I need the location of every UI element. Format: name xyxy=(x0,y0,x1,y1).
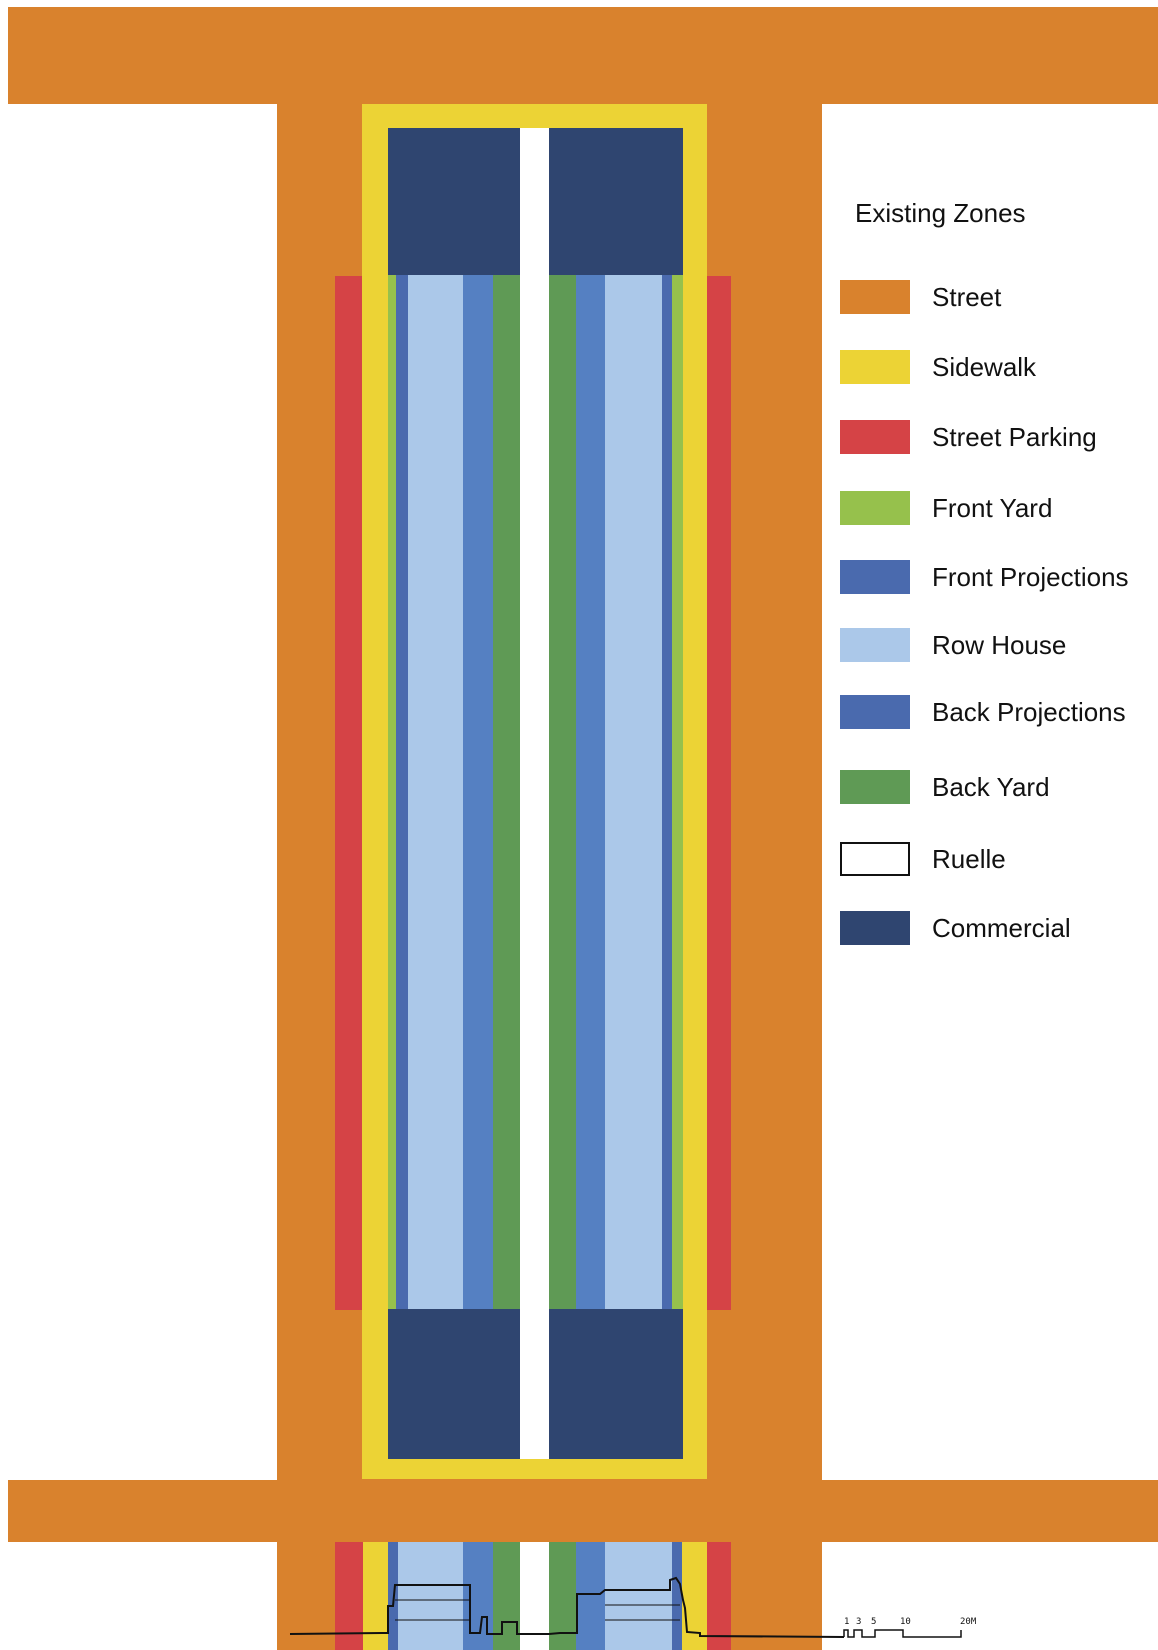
legend-label-street-parking: Street Parking xyxy=(932,421,1097,452)
front-yard-left xyxy=(388,275,396,1310)
commercial-bottom-left xyxy=(388,1309,520,1459)
scale-tick-1: 1 xyxy=(844,1617,849,1627)
legend-swatch-commercial xyxy=(840,911,910,945)
back-projections-left xyxy=(463,275,493,1310)
legend-title: Existing Zones xyxy=(855,198,1026,228)
section-front-projections-right xyxy=(672,1542,682,1650)
section-back-projections-right xyxy=(576,1542,605,1650)
legend-label-front-yard: Front Yard xyxy=(932,492,1053,523)
section-row-house-right xyxy=(605,1542,672,1650)
section-row-house-left xyxy=(398,1542,463,1650)
scale-bar xyxy=(843,1629,962,1638)
legend-swatch-front-projections xyxy=(840,560,910,594)
legend-label-back-projections: Back Projections xyxy=(932,696,1126,727)
commercial-top-right xyxy=(549,128,683,275)
legend-item-ruelle: Ruelle xyxy=(840,841,1006,877)
row-house-right xyxy=(605,275,662,1310)
section-street-parking-left xyxy=(335,1542,363,1650)
section-street-parking-right xyxy=(707,1542,731,1650)
ruelle xyxy=(520,128,549,1459)
scale-tick-20m: 20M xyxy=(960,1617,977,1627)
section-ruelle xyxy=(520,1542,549,1650)
legend-label-sidewalk: Sidewalk xyxy=(932,351,1037,382)
front-yard-right xyxy=(672,275,683,1310)
legend-swatch-street xyxy=(840,280,910,314)
scale-tick-5: 5 xyxy=(871,1617,876,1627)
legend-label-ruelle: Ruelle xyxy=(932,843,1006,874)
scale-tick-3: 3 xyxy=(856,1617,861,1627)
legend-item-street: Street xyxy=(840,279,1001,315)
legend-item-back-projections: Back Projections xyxy=(840,694,1126,730)
legend-swatch-back-yard xyxy=(840,770,910,804)
legend-label-row-house: Row House xyxy=(932,629,1067,660)
legend-item-row-house: Row House xyxy=(840,627,1066,663)
legend-swatch-row-house xyxy=(840,628,910,662)
legend-label-commercial: Commercial xyxy=(932,912,1071,943)
front-projections-right xyxy=(662,275,672,1310)
section-sidewalk-right xyxy=(682,1542,707,1650)
legend-item-front-projections: Front Projections xyxy=(840,559,1129,595)
legend-swatch-street-parking xyxy=(840,420,910,454)
legend-item-street-parking: Street Parking xyxy=(840,419,1097,455)
legend-swatch-back-projections xyxy=(840,695,910,729)
section-sidewalk-left xyxy=(363,1542,388,1650)
legend-label-front-projections: Front Projections xyxy=(932,561,1129,592)
building-section-outline xyxy=(289,1576,845,1638)
commercial-top-left xyxy=(388,128,520,275)
section-back-yard-left xyxy=(493,1542,520,1650)
street-parking-right xyxy=(707,276,731,1310)
row-house-left xyxy=(408,275,463,1310)
back-yard-right xyxy=(549,275,576,1310)
street-parking-left xyxy=(335,276,363,1310)
front-projections-left xyxy=(396,275,408,1310)
legend-label-street: Street xyxy=(932,281,1002,312)
legend-item-back-yard: Back Yard xyxy=(840,769,1050,805)
legend-swatch-ruelle xyxy=(840,842,910,876)
legend-item-front-yard: Front Yard xyxy=(840,490,1052,526)
scale-tick-10: 10 xyxy=(900,1617,911,1627)
street-top xyxy=(8,7,1158,104)
legend-label-back-yard: Back Yard xyxy=(932,771,1050,802)
back-yard-left xyxy=(493,275,520,1310)
commercial-bottom-right xyxy=(549,1309,683,1459)
legend-item-commercial: Commercial xyxy=(840,910,1071,946)
legend-swatch-sidewalk xyxy=(840,350,910,384)
legend-swatch-front-yard xyxy=(840,491,910,525)
street-bottom xyxy=(8,1480,1158,1542)
legend-item-sidewalk: Sidewalk xyxy=(840,349,1036,385)
back-projections-right xyxy=(576,275,605,1310)
